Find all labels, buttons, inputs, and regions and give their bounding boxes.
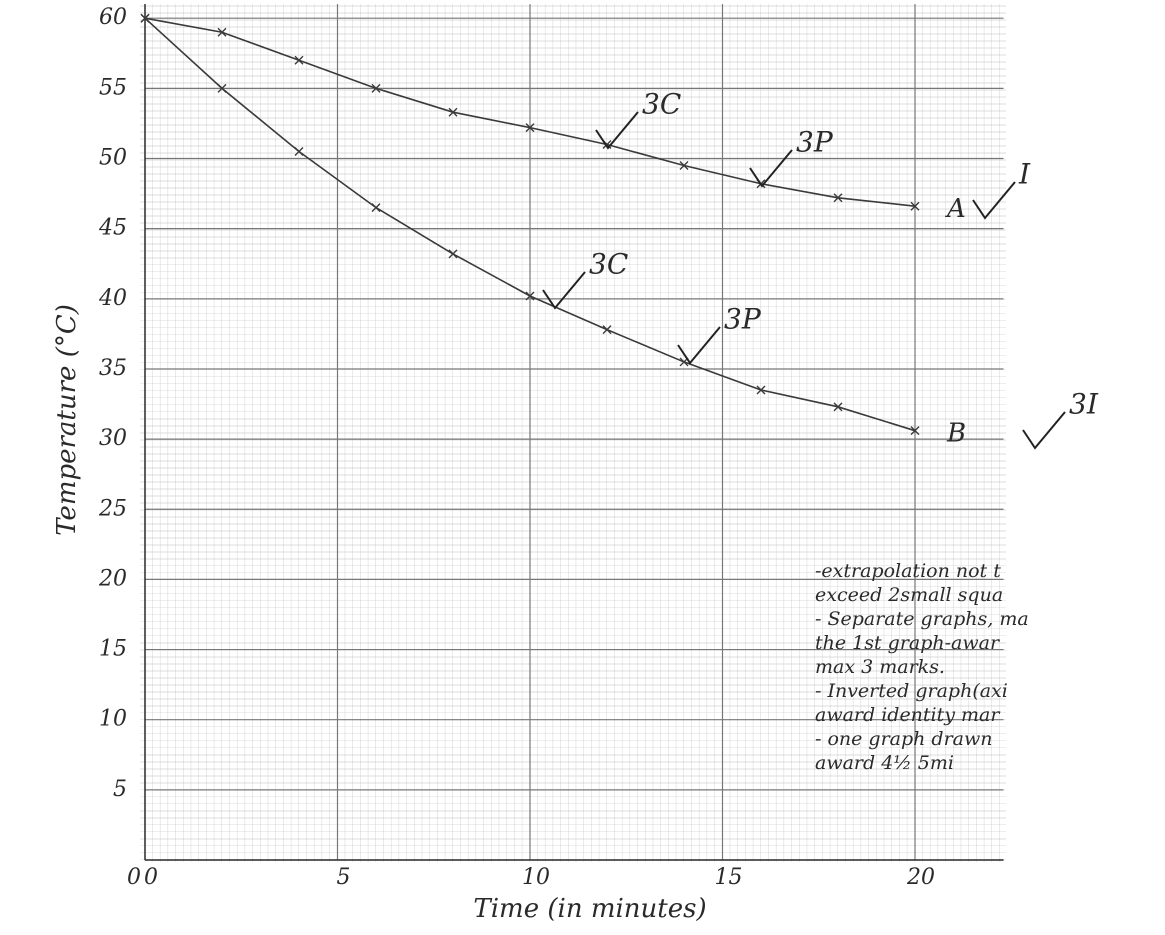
y-tick-label: 55	[99, 75, 127, 100]
y-tick-label: 10	[99, 707, 127, 732]
x-tick-label: 0	[144, 865, 158, 890]
chart: Time (in minutes) Temperature (°C) 0 5 10 1…	[0, 0, 1165, 935]
marking-annotation: 3C	[642, 88, 681, 121]
x-tick-label: 20	[906, 865, 935, 890]
marking-annotation: I	[1018, 158, 1031, 191]
x-axis-label: Time (in minutes)	[473, 894, 706, 924]
marking-annotation: 3I	[1069, 388, 1099, 421]
y-axis-label: Temperature (°C)	[52, 304, 82, 536]
check-mark	[1023, 412, 1065, 448]
marking-annotation: 3C	[589, 248, 628, 281]
y-tick-label: 5	[113, 777, 127, 802]
y-tick-label: 30	[99, 426, 127, 451]
y-tick-label: 20	[98, 566, 127, 591]
marking-annotation: 3P	[724, 303, 762, 336]
y-tick-label: 15	[99, 637, 127, 662]
y-tick-label: 45	[98, 216, 127, 241]
series-label: A	[945, 194, 966, 224]
y-tick-label: 35	[99, 356, 127, 381]
marking-note: award 4½ 5mi	[815, 752, 954, 774]
x-tick-label: 10	[522, 865, 550, 890]
marking-note: award identity mar	[815, 704, 1001, 726]
series-label: B	[946, 419, 966, 449]
y-tick-label: 60	[99, 5, 127, 30]
x-tick-label: 15	[715, 865, 743, 890]
y-tick-label: 50	[99, 146, 127, 171]
marking-note: exceed 2small squa	[815, 584, 1003, 606]
marking-note: max 3 marks.	[815, 656, 945, 678]
y-tick-label: 0	[127, 865, 141, 890]
marking-note: - one graph drawn	[815, 728, 993, 750]
marking-note: - Inverted graph(axi	[815, 680, 1008, 702]
marking-note: - Separate graphs, ma	[815, 608, 1029, 630]
marking-note: the 1st graph-awar	[815, 632, 1001, 654]
y-tick-label: 25	[98, 496, 127, 521]
marking-annotation: 3P	[796, 126, 834, 159]
y-tick-label: 40	[98, 286, 127, 311]
marking-note: -extrapolation not t	[815, 560, 1001, 582]
x-tick-label: 5	[337, 865, 351, 890]
